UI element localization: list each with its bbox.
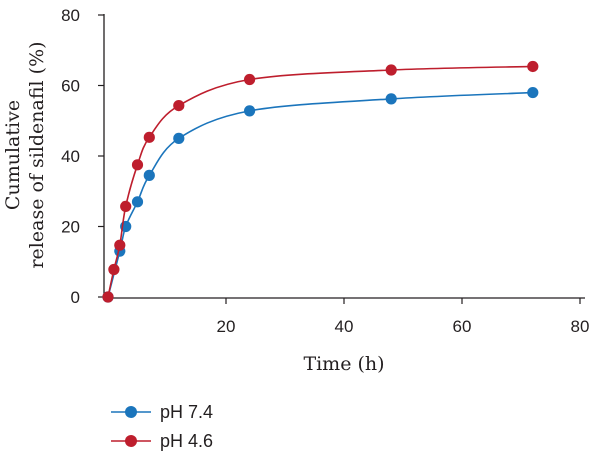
- y-tick-label: 60: [61, 77, 80, 96]
- legend-label: pH 7.4: [160, 402, 213, 422]
- data-point: [244, 73, 256, 86]
- data-point: [102, 291, 114, 303]
- x-axis-title: Time (h): [303, 353, 384, 375]
- y-tick-label: 0: [71, 288, 80, 307]
- data-point: [173, 132, 185, 144]
- series-ph-4-6: [102, 60, 539, 303]
- y-tick-label: 40: [61, 147, 80, 166]
- data-point: [143, 169, 155, 181]
- data-point: [527, 86, 539, 99]
- data-point: [114, 239, 126, 251]
- data-point: [131, 196, 144, 208]
- y-axis-title-line-2: release of sildenafil (%): [26, 41, 48, 268]
- y-tick-label: 80: [61, 6, 80, 25]
- data-point: [143, 131, 155, 143]
- data-point: [131, 159, 144, 171]
- legend: pH 7.4 pH 4.6: [111, 402, 213, 451]
- data-point: [385, 64, 397, 76]
- series-layer: [102, 60, 539, 303]
- data-point: [108, 263, 120, 276]
- y-axis-title-line-1: Cumulative: [2, 100, 24, 210]
- data-point: [173, 99, 185, 112]
- legend-item-ph-4-6: pH 4.6: [111, 431, 213, 451]
- series-line: [107, 65, 533, 298]
- x-axis-ticks: 20 40 60 80: [217, 298, 590, 336]
- axes: [103, 14, 585, 299]
- y-axis-ticks: 0 20 40 60 80: [61, 6, 104, 307]
- legend-label: pH 4.6: [160, 431, 213, 451]
- data-point: [527, 60, 539, 73]
- data-point: [120, 200, 132, 213]
- x-tick-label: 20: [217, 317, 236, 336]
- data-point: [385, 93, 397, 105]
- series-ph-7-4: [102, 86, 539, 303]
- x-tick-label: 60: [453, 317, 472, 336]
- x-tick-label: 80: [571, 317, 590, 336]
- data-point: [244, 105, 256, 117]
- series-line: [107, 91, 533, 298]
- legend-item-ph-7-4: pH 7.4: [111, 402, 213, 422]
- y-tick-label: 20: [61, 218, 80, 237]
- legend-swatch-marker: [125, 435, 137, 447]
- legend-swatch-marker: [125, 406, 137, 418]
- x-tick-label: 40: [335, 317, 354, 336]
